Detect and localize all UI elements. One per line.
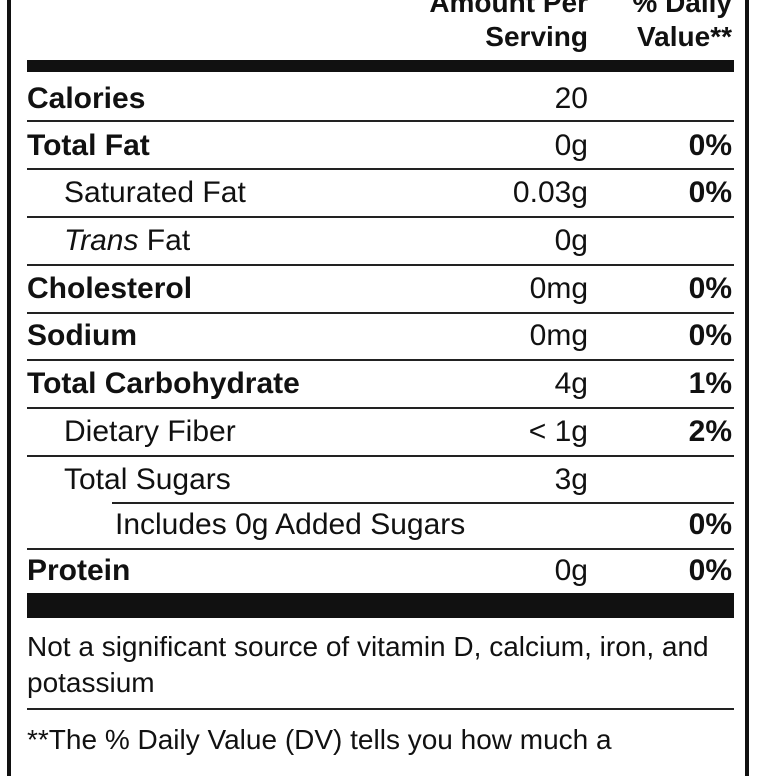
amount-header-line1: Amount Per [429, 0, 588, 18]
total-carbohydrate-amount: 4g [554, 367, 588, 400]
amount-per-serving-header: Amount Per Serving [429, 0, 588, 54]
calories-amount: 20 [554, 82, 588, 115]
row-divider [27, 168, 734, 170]
sodium-amount: 0mg [529, 319, 588, 352]
row-divider [27, 120, 734, 122]
row-divider [27, 216, 734, 218]
footnote-divider [27, 708, 734, 710]
dietary-fiber-dv: 2% [688, 415, 732, 448]
total-sugars-amount: 3g [554, 463, 588, 496]
total-fat-amount: 0g [554, 129, 588, 162]
calories-label: Calories [27, 82, 146, 115]
total-fat-label: Total Fat [27, 129, 150, 162]
dietary-fiber-label: Dietary Fiber [64, 415, 236, 448]
row-divider [27, 359, 734, 361]
protein-dv: 0% [688, 554, 732, 587]
sodium-dv: 0% [688, 319, 732, 352]
daily-value-footnote: **The % Daily Value (DV) tells you how m… [27, 724, 612, 755]
row-divider [27, 407, 734, 409]
total-carbohydrate-dv: 1% [688, 367, 732, 400]
protein-label: Protein [27, 554, 131, 587]
trans-fat-suffix: Fat [138, 224, 191, 257]
saturated-fat-amount: 0.03g [512, 176, 588, 209]
row-divider [27, 312, 734, 314]
total-fat-dv: 0% [688, 129, 732, 162]
nutrition-facts-panel [7, 0, 749, 776]
cholesterol-amount: 0mg [529, 272, 588, 305]
row-divider-indented [112, 502, 734, 504]
sodium-label: Sodium [27, 319, 137, 352]
row-divider [27, 548, 734, 550]
saturated-fat-label: Saturated Fat [64, 176, 246, 209]
row-divider [27, 264, 734, 266]
trans-fat-amount: 0g [554, 224, 588, 257]
trans-italic-text: Trans [64, 224, 139, 257]
total-carbohydrate-label: Total Carbohydrate [27, 367, 300, 400]
cholesterol-label: Cholesterol [27, 272, 193, 305]
dietary-fiber-amount: < 1g [528, 415, 588, 448]
cholesterol-dv: 0% [688, 272, 732, 305]
dv-header-line2: Value** [637, 21, 732, 52]
dv-header-line1: % Daily [632, 0, 732, 18]
protein-amount: 0g [554, 554, 588, 587]
saturated-fat-dv: 0% [688, 176, 732, 209]
trans-fat-label: Trans Fat [64, 223, 190, 259]
vitamins-footnote: Not a significant source of vitamin D, c… [27, 631, 709, 698]
thick-divider-top [27, 60, 734, 72]
added-sugars-dv: 0% [688, 508, 732, 541]
total-sugars-label: Total Sugars [64, 463, 231, 496]
amount-header-line2: Serving [485, 21, 588, 52]
added-sugars-label: Includes 0g Added Sugars [115, 508, 466, 541]
daily-value-header: % Daily Value** [632, 0, 732, 54]
thick-divider-bottom [27, 593, 734, 618]
row-divider [27, 455, 734, 457]
